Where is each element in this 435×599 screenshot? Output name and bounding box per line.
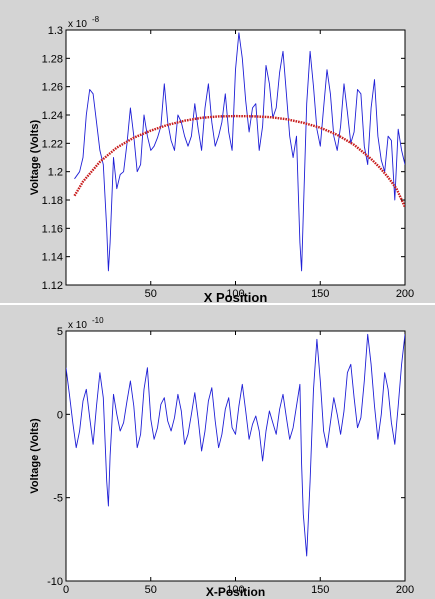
y-exponent-base: x 10 [68, 19, 87, 30]
signal-line [66, 333, 405, 557]
y-tick-label: -5 [53, 493, 63, 505]
x-tick-label: 50 [145, 288, 157, 300]
y-tick-label: 1.26 [42, 82, 63, 94]
y-exponent-base: x 10 [68, 320, 87, 331]
x-tick-label: 100 [226, 584, 244, 596]
x-axis-label: X-Position [206, 585, 265, 599]
y-tick-label: 1.18 [42, 195, 63, 207]
x-tick-label: 150 [311, 288, 329, 300]
y-tick-label: -10 [47, 576, 63, 588]
panel-divider [0, 303, 435, 305]
y-tick-label: 1.2 [48, 167, 63, 179]
series-group [66, 333, 405, 557]
y-exponent-power: -10 [92, 316, 104, 325]
x-tick-label: 100 [226, 288, 244, 300]
y-tick-label: 1.12 [42, 280, 63, 292]
y-exponent-power: -8 [92, 15, 100, 24]
plot-area [65, 330, 406, 582]
y-tick-label: 5 [57, 326, 63, 338]
x-tick-label: 200 [396, 584, 414, 596]
x-tick-label: 50 [145, 584, 157, 596]
series-group [73, 32, 405, 272]
x-tick-label: 150 [311, 584, 329, 596]
x-axis-label: X Position [204, 290, 268, 305]
y-tick-label: 0 [57, 409, 63, 421]
top-chart-panel: 1.12 1.14 1.16 1.18 1.2 1.22 1.24 1.26 1.28 1.3 50… [29, 15, 414, 305]
y-tick-label: 1.24 [42, 110, 63, 122]
signal-line [74, 32, 405, 272]
x-tick-label: 200 [396, 288, 414, 300]
y-axis-label: Voltage (Volts) [29, 418, 41, 494]
y-tick-label: 1.16 [42, 223, 63, 235]
x-tick-label: 0 [63, 584, 69, 596]
top-chart: 1.12 1.14 1.16 1.18 1.2 1.22 1.24 1.26 1.28 1.3 50… [29, 15, 414, 305]
y-tick-label: 1.14 [42, 252, 63, 264]
y-axis-label: Voltage (Volts) [29, 119, 41, 195]
bottom-chart-panel: -10 -5 0 5 0 50 100 150 200 x 10 -10 X-Position Volt… [0, 305, 435, 599]
fit-curve-line [73, 114, 405, 208]
y-tick-label: 1.22 [42, 138, 63, 150]
y-tick-label: 1.28 [42, 53, 63, 65]
y-tick-label: 1.3 [48, 25, 63, 37]
